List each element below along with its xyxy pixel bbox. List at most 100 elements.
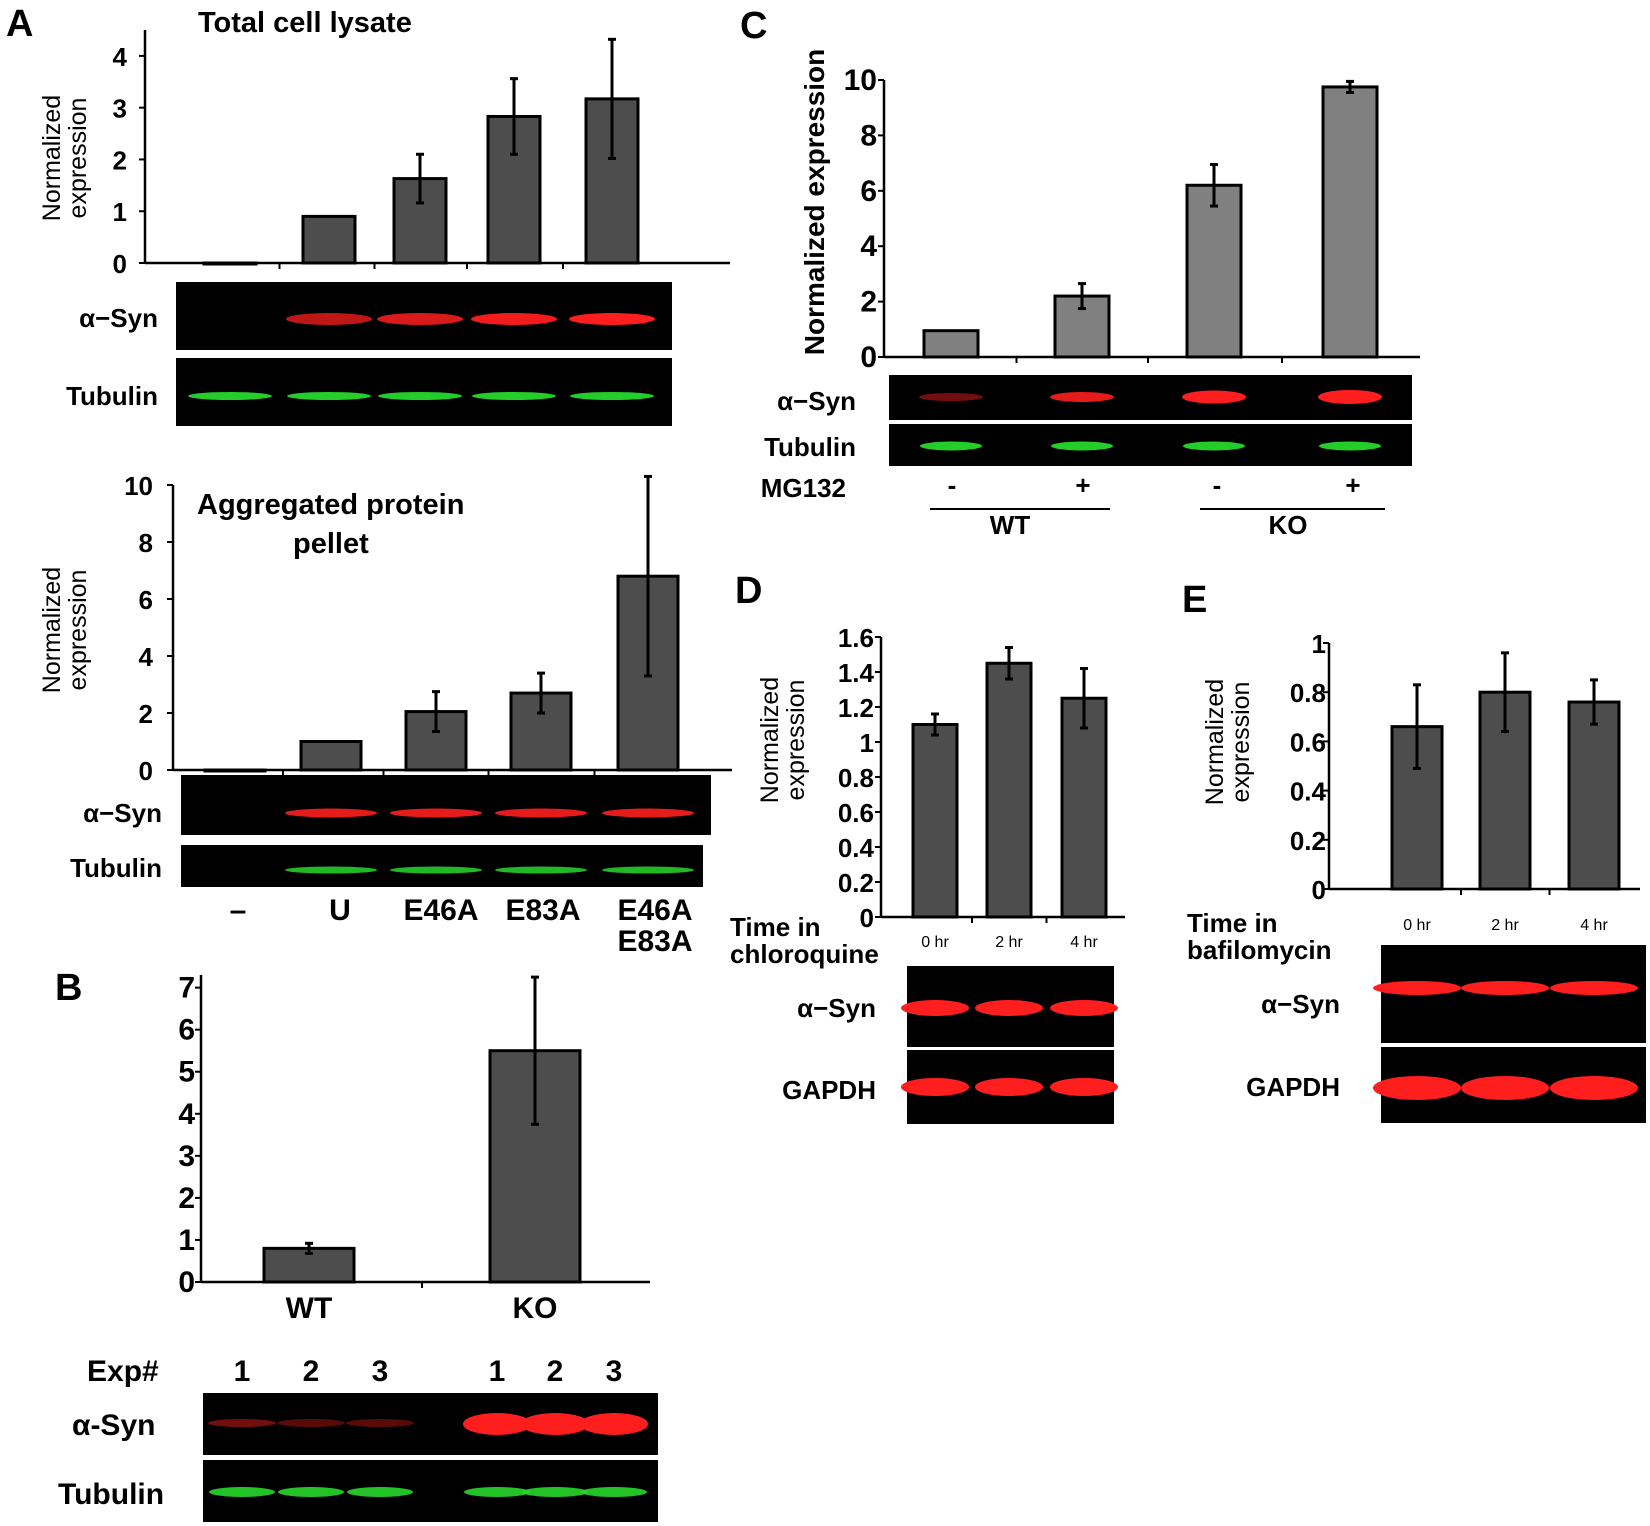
panel-letter-a: A [6, 3, 33, 45]
chart-title-a-bottom-line2: pellet [293, 528, 369, 560]
y-tick-label-c: 0 [860, 341, 877, 374]
band-b-syn-ko [580, 1413, 648, 1435]
chart-e: 0 0.2 0.4 0.6 0.8 1 0 hr 2 hr 4 hr [1290, 629, 1640, 934]
band-b-tubulin [347, 1487, 413, 1497]
y-tick-label-c: 4 [860, 230, 877, 263]
y-tick-label-d: 0 [860, 903, 874, 933]
y-tick-label-d: 1 [860, 728, 874, 758]
ylabel-d-line2: expression [782, 680, 810, 801]
panel-letter-c: C [740, 5, 767, 47]
blot-label-d-time-1: Time in [730, 912, 821, 942]
chart-a-top: 0 1 2 3 4 [113, 30, 730, 279]
band-c-syn [1050, 392, 1114, 402]
band-d-syn [901, 1000, 969, 1016]
y-tick-label-a-bottom: 4 [139, 642, 154, 672]
y-tick-label-a-bottom: 6 [139, 585, 153, 615]
blot-label-a-bottom-tubulin: Tubulin [70, 853, 162, 883]
band-c-tubulin [1319, 441, 1381, 451]
y-tick-label-c: 8 [860, 119, 877, 152]
blot-label-c-mg132: MG132 [761, 473, 846, 503]
y-tick-label-e: 1 [1312, 629, 1326, 659]
blot-label-b-syn: α-Syn [72, 1409, 155, 1442]
ylabel-e-line1: Normalized [1201, 679, 1229, 805]
blot-label-c-tubulin: Tubulin [764, 432, 856, 462]
y-tick-label-b: 5 [178, 1056, 195, 1089]
lane-label-a-1: – [230, 894, 247, 927]
band-d-syn [975, 1000, 1043, 1016]
y-tick-label-b: 2 [178, 1182, 195, 1215]
band-a-top-syn [377, 313, 463, 325]
band-a-bottom-tubulin [390, 866, 482, 874]
blot-label-c-syn: α−Syn [777, 386, 856, 416]
band-a-bottom-tubulin [285, 866, 377, 874]
bar-d-2 [985, 661, 1033, 919]
x-category-label-e: 0 hr [1403, 917, 1431, 934]
band-b-tubulin [464, 1487, 530, 1497]
band-d-gapdh [901, 1078, 969, 1096]
bar-e-3 [1567, 700, 1621, 891]
x-category-label-d: 0 hr [921, 934, 949, 951]
chart-b: 0 1 2 3 4 5 6 7 WT KO [178, 972, 650, 1325]
x-category-label-e: 4 hr [1580, 917, 1608, 934]
chart-c: 0 2 4 6 8 10 [844, 64, 1420, 374]
blot-a-bottom-tubulin [181, 845, 703, 887]
y-tick-label-d: 1.2 [838, 693, 874, 723]
panel-letter-e: E [1182, 579, 1207, 621]
x-category-label-b: WT [286, 1292, 333, 1325]
y-tick-label-e: 0.8 [1290, 678, 1326, 708]
y-tick-label-a-bottom: 0 [139, 756, 153, 786]
lane-label-a-2: U [329, 894, 351, 927]
panel-letter-b: B [55, 967, 82, 1009]
bar-a-bottom-1 [203, 768, 267, 773]
bar-a-top-1 [202, 261, 258, 266]
band-e-syn [1550, 981, 1638, 995]
mg132-label-2: + [1075, 470, 1090, 500]
ylabel-a-bottom-line1: Normalized [38, 567, 66, 693]
blot-label-d-time-2: chloroquine [730, 939, 879, 969]
y-tick-label-d: 0.4 [838, 833, 875, 863]
y-tick-label-e: 0.6 [1290, 727, 1326, 757]
y-tick-label-a-top: 0 [113, 249, 127, 279]
band-b-tubulin [522, 1487, 588, 1497]
chart-title-a-bottom-line1: Aggregated protein [197, 489, 464, 521]
band-e-syn [1461, 981, 1549, 995]
y-tick-label-a-bottom: 8 [139, 528, 153, 558]
band-a-top-syn [286, 313, 372, 325]
bands-a-top [188, 313, 655, 400]
blot-label-e-time-1: Time in [1187, 908, 1278, 938]
ylabel-d: Normalized expression [756, 677, 810, 803]
chart-a-bottom: 0 2 4 6 8 10 [124, 471, 732, 786]
y-tick-label-a-top: 4 [113, 42, 128, 72]
band-e-syn [1373, 981, 1461, 995]
blot-label-e-time-2: bafilomycin [1187, 935, 1331, 965]
y-tick-label-b: 3 [178, 1140, 195, 1173]
y-tick-label-e: 0.4 [1290, 777, 1327, 807]
exp-label-4: 1 [489, 1355, 506, 1388]
ylabel-c: Normalized expression [799, 49, 830, 356]
y-tick-label-d: 1.4 [838, 658, 875, 688]
ylabel-a-bottom: Normalized expression [38, 567, 92, 693]
chart-title-a-top: Total cell lysate [198, 7, 412, 39]
x-category-label-d: 2 hr [995, 934, 1023, 951]
band-a-bottom-syn [285, 808, 377, 818]
x-category-label-b: KO [513, 1292, 558, 1325]
band-b-syn-wt [277, 1419, 345, 1427]
y-tick-label-a-top: 2 [113, 145, 127, 175]
band-c-syn [1182, 390, 1246, 404]
blot-label-a-top-syn: α−Syn [79, 303, 158, 333]
blot-label-b-exp: Exp# [87, 1355, 159, 1388]
y-tick-label-b: 0 [178, 1266, 195, 1299]
ylabel-d-line1: Normalized [756, 677, 784, 803]
band-e-gapdh [1550, 1076, 1638, 1100]
y-tick-label-a-bottom: 2 [139, 699, 153, 729]
band-a-bottom-syn [390, 808, 482, 818]
bar-d-1 [911, 723, 959, 919]
blot-label-d-syn: α−Syn [797, 993, 876, 1023]
band-c-syn [1318, 390, 1382, 404]
y-tick-label-e: 0.2 [1290, 826, 1326, 856]
blot-label-d-gapdh: GAPDH [782, 1075, 876, 1105]
group-label-wt: WT [990, 510, 1031, 540]
y-tick-label-b: 7 [178, 972, 195, 1005]
y-tick-label-b: 1 [178, 1224, 195, 1257]
chart-d: 0 0.2 0.4 0.6 0.8 1 1.2 1.4 1.6 0 hr 2 hr 4 hr [838, 623, 1125, 951]
